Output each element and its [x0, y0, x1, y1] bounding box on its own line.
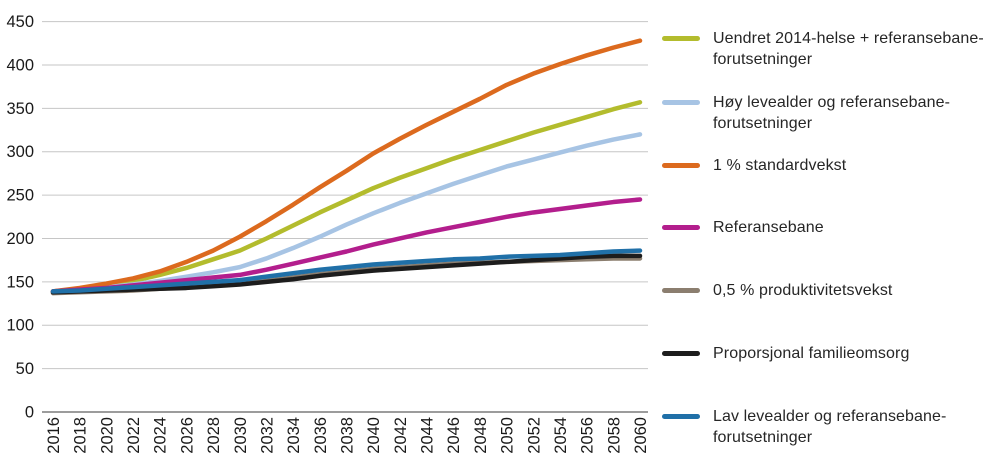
- x-tick-label: 2050: [499, 417, 517, 454]
- y-tick-label: 150: [6, 273, 34, 291]
- x-tick-label: 2036: [312, 417, 330, 454]
- x-tick-label: 2024: [152, 417, 170, 454]
- x-tick-label: 2028: [205, 417, 223, 454]
- y-tick-label: 0: [25, 404, 34, 422]
- y-tick-label: 450: [6, 13, 34, 31]
- series-line-proporsjonal-familieomsorg: [50, 253, 643, 295]
- x-tick-label: 2034: [285, 417, 303, 454]
- x-tick-label: 2058: [605, 417, 623, 454]
- y-tick-label: 350: [6, 100, 34, 118]
- x-tick-label: 2030: [232, 417, 250, 454]
- x-axis-labels: 2016 2018 2020 2022 2024 2026 2028 2030 2032 2034…: [45, 417, 650, 454]
- series-line-lav-levealder-og-referansebane-forutsetninger: [50, 248, 643, 294]
- y-tick-label: 200: [6, 230, 34, 248]
- y-axis-labels: 0 50 100 150 200 250 300 350 400 450: [6, 13, 34, 421]
- x-tick-label: 2044: [419, 417, 437, 454]
- y-tick-label: 300: [6, 143, 34, 161]
- x-tick-label: 2054: [552, 417, 570, 454]
- series-line-referansebane: [50, 197, 643, 294]
- series-lines: [50, 38, 643, 296]
- y-tick-label: 100: [6, 317, 34, 335]
- y-tick-label: 250: [6, 187, 34, 205]
- x-tick-label: 2048: [472, 417, 490, 454]
- y-tick-label: 400: [6, 56, 34, 74]
- x-tick-label: 2040: [365, 417, 383, 454]
- x-tick-label: 2016: [45, 417, 63, 454]
- x-tick-label: 2046: [445, 417, 463, 454]
- x-tick-label: 2060: [632, 417, 650, 454]
- x-tick-label: 2038: [339, 417, 357, 454]
- y-tick-label: 50: [16, 360, 34, 378]
- x-tick-label: 2056: [579, 417, 597, 454]
- x-tick-label: 2022: [125, 417, 143, 454]
- x-tick-label: 2020: [98, 417, 116, 454]
- gridlines: [42, 21, 648, 413]
- series-line-1-standardvekst: [50, 38, 643, 294]
- x-tick-label: 2018: [72, 417, 90, 454]
- x-tick-label: 2032: [258, 417, 276, 454]
- x-tick-label: 2026: [178, 417, 196, 454]
- x-tick-label: 2052: [525, 417, 543, 454]
- series-line-uendret-2014-helse-referansebane-forutsetninger: [50, 100, 643, 294]
- x-tick-label: 2042: [392, 417, 410, 454]
